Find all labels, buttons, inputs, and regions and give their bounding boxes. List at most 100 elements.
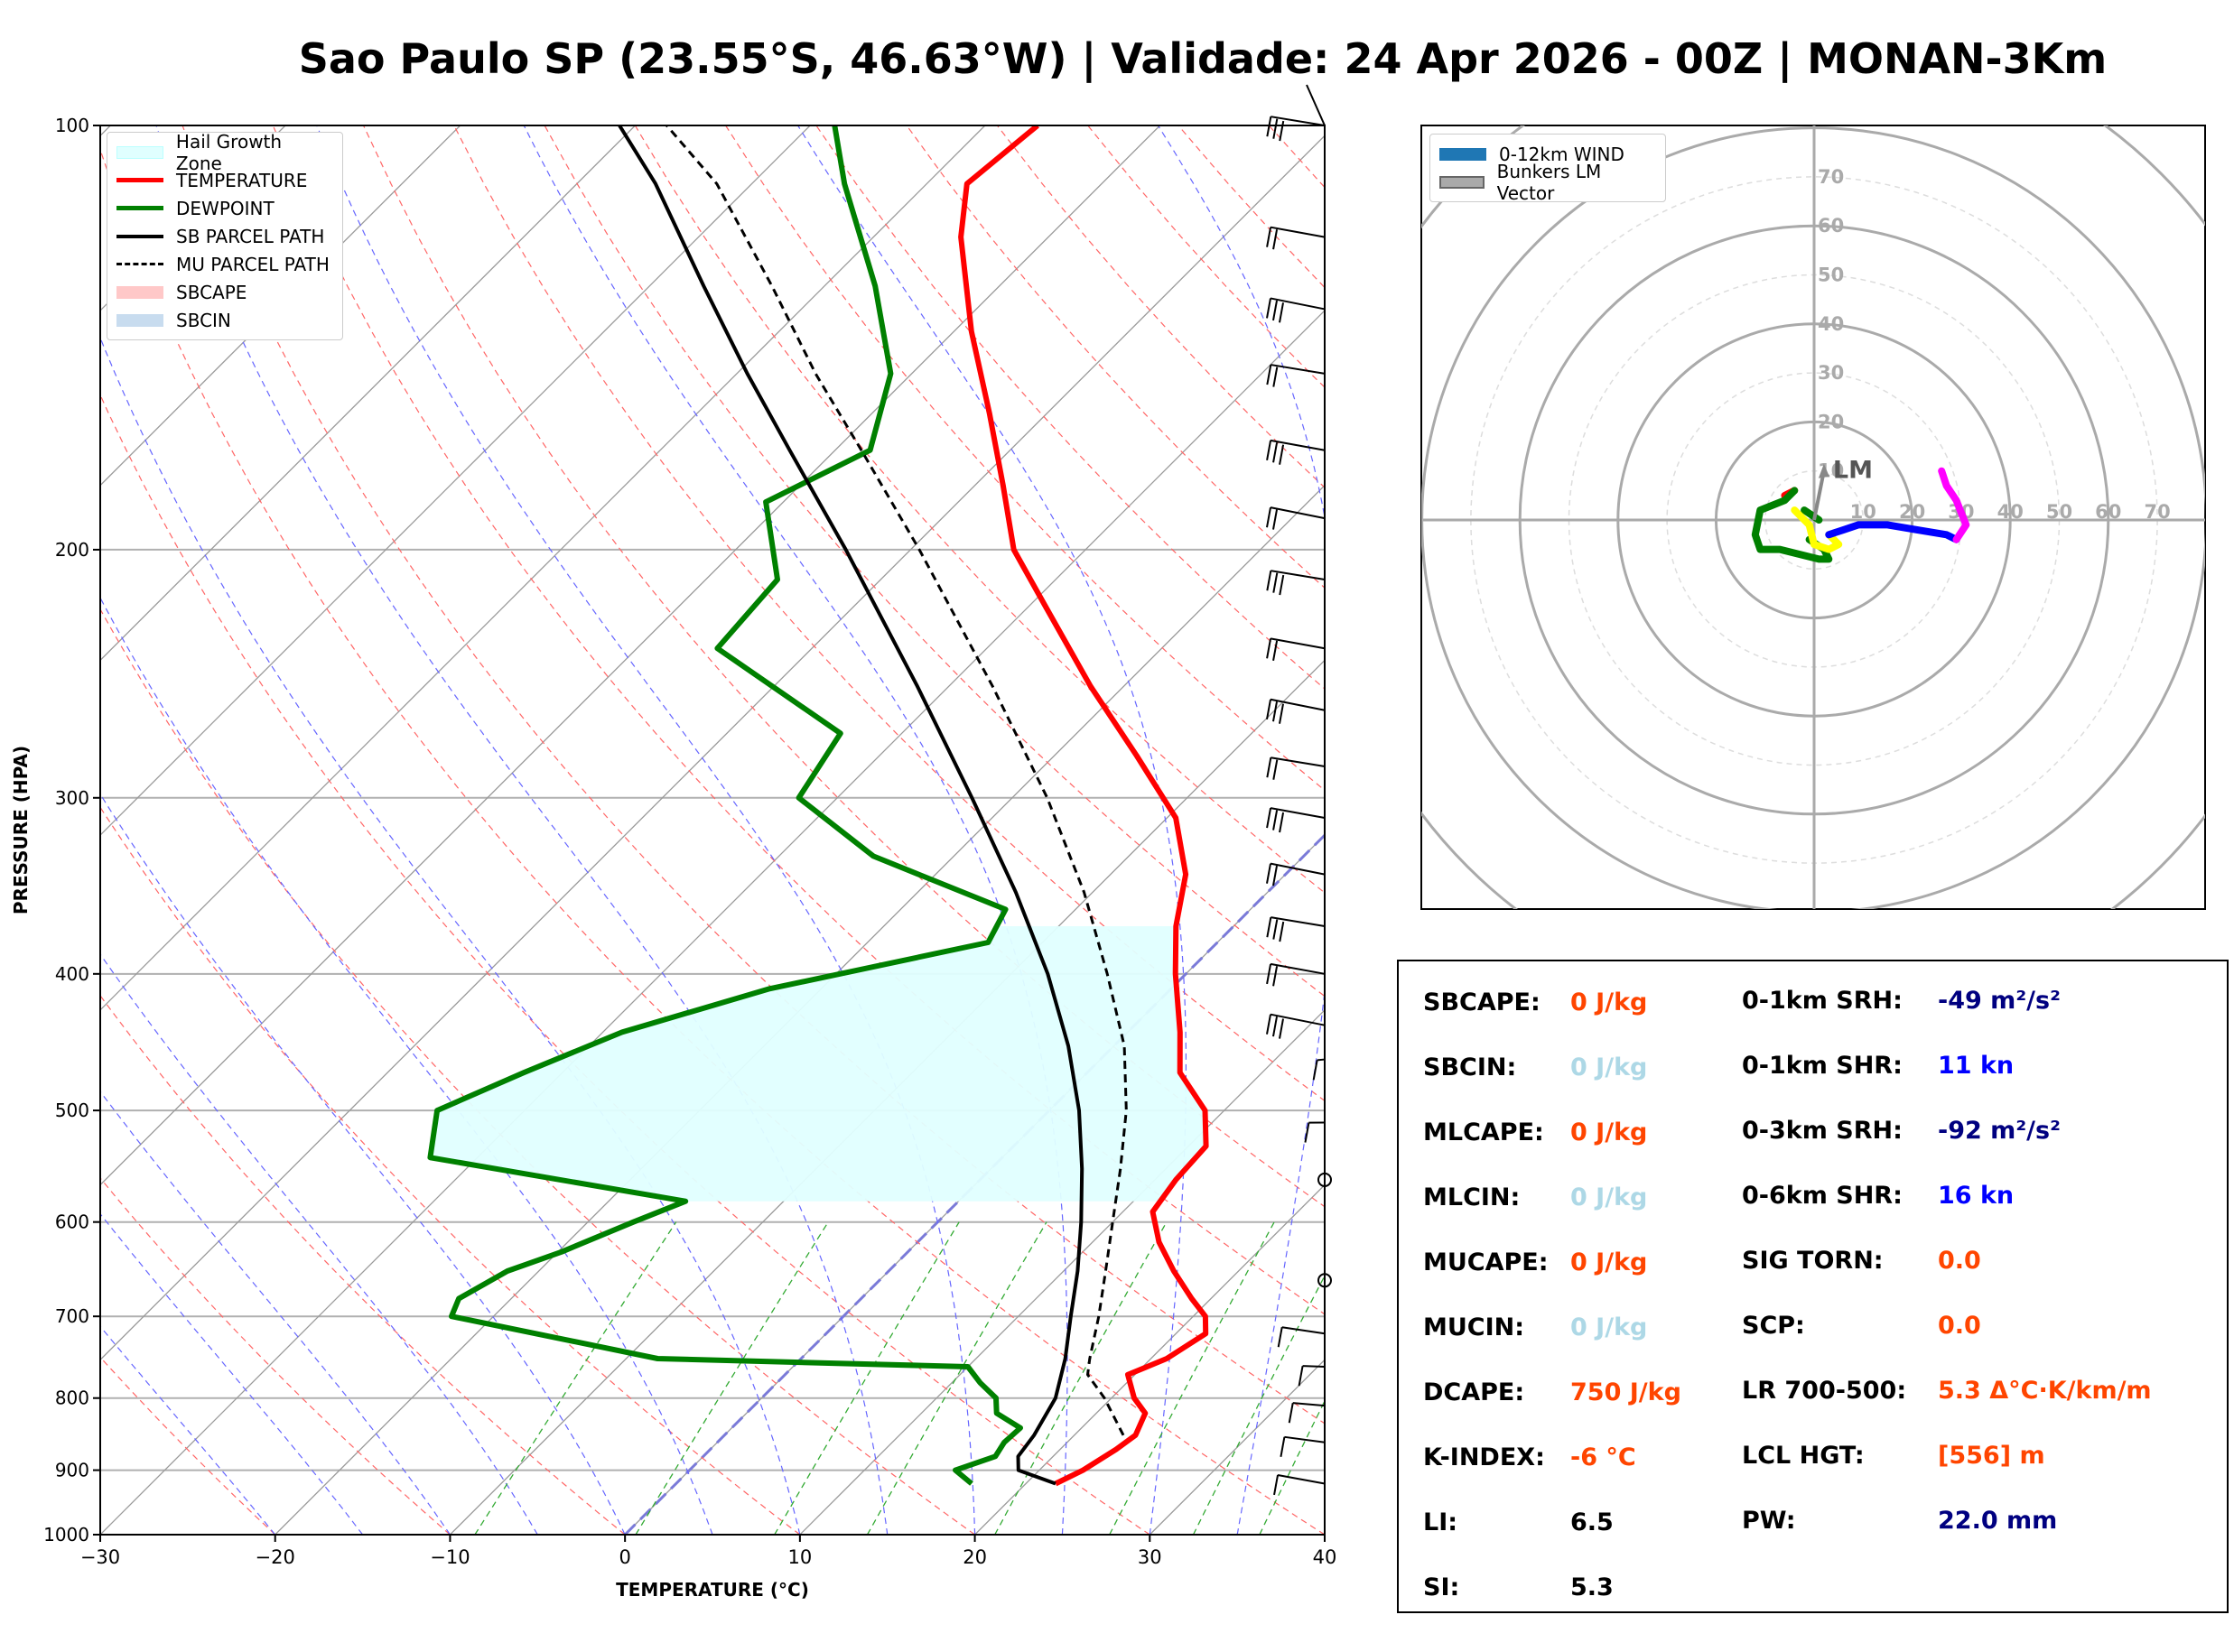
x-tick-label: 0 — [619, 1546, 630, 1568]
barb-staff — [1271, 916, 1326, 927]
mixing-ratio-line — [474, 1221, 677, 1535]
barb-staff — [1270, 807, 1326, 819]
skew-t-plot-area — [100, 125, 1325, 1535]
stat-label: SBCAPE: — [1423, 988, 1541, 1016]
wind-barb — [1277, 1326, 1326, 1348]
barb-staff — [1270, 226, 1326, 238]
isotherm-line — [799, 1008, 1325, 1535]
legend-label: SBCIN — [176, 309, 231, 331]
wind-barb — [1266, 439, 1326, 465]
isotherm-line — [100, 125, 1161, 1186]
hodo-ring-label-x: 70 — [2144, 501, 2170, 523]
stat-value: -49 m²/s² — [1938, 987, 2061, 1015]
barb-flag — [1266, 116, 1272, 137]
stat-label: SIG TORN: — [1742, 1247, 1884, 1275]
y-tick-label: 900 — [55, 1460, 89, 1481]
x-tick-label: −30 — [80, 1546, 120, 1568]
barb-flag — [1272, 1016, 1278, 1037]
barb-staff — [1271, 364, 1326, 375]
skew-t-legend: Hail Growth Zone TEMPERATURE DEWPOINT SB… — [107, 131, 343, 340]
isotherm-line — [449, 659, 1325, 1535]
stat-label: LR 700-500: — [1742, 1377, 1907, 1405]
y-tick-label: 1000 — [43, 1524, 89, 1545]
barb-staff — [1270, 297, 1326, 311]
barb-flag — [1279, 1018, 1284, 1039]
stat-value: 0.0 — [1938, 1247, 1981, 1275]
barb-staff — [1302, 1365, 1326, 1368]
barb-staff — [1271, 116, 1326, 126]
barb-flag — [1277, 1327, 1283, 1348]
dry-adiabat — [362, 125, 1325, 1208]
barb-flag — [1279, 302, 1284, 323]
barb-flag — [1272, 640, 1279, 661]
calm-wind-circle — [1317, 1273, 1332, 1288]
barb-flag — [1266, 638, 1272, 659]
barb-flag — [1272, 759, 1279, 780]
stat-value: 0 J/kg — [1570, 1183, 1648, 1211]
barb-staff — [1270, 962, 1326, 975]
stat-label: MUCIN: — [1423, 1313, 1525, 1341]
dry-adiabat — [725, 125, 1325, 792]
legend-item-temperature: TEMPERATURE — [116, 166, 333, 194]
stat-value: 0 J/kg — [1570, 1053, 1648, 1081]
legend-label: SB PARCEL PATH — [176, 225, 325, 247]
barb-flag — [1272, 300, 1278, 321]
legend-item-bunkers: Bunkers LM Vector — [1439, 161, 1656, 204]
legend-item-sbcape: SBCAPE — [116, 278, 333, 306]
barb-staff — [1270, 439, 1326, 451]
stats-panel: SBCAPE: 0 J/kg SBCIN: 0 J/kg MLCAPE: 0 J/kg ML… — [1397, 960, 2229, 1613]
page-title: Sao Paulo SP (23.55°S, 46.63°W) | Valida… — [298, 34, 2108, 83]
barb-flag — [1266, 1014, 1271, 1035]
dry-adiabat — [453, 125, 1325, 1102]
skew-t-frame — [99, 125, 1326, 1536]
hodo-ring-label-y: 30 — [1818, 362, 1844, 384]
stat-label: 0-1km SRH: — [1742, 987, 1903, 1015]
barb-flag — [1266, 364, 1272, 385]
barb-staff — [1317, 1058, 1326, 1062]
stat-value: 0 J/kg — [1570, 988, 1648, 1016]
barb-flag — [1273, 1474, 1280, 1496]
isotherm-line — [100, 125, 636, 662]
y-tick-label: 100 — [55, 115, 89, 136]
legend-label: 0-12km WIND — [1499, 143, 1624, 165]
isotherm-line — [100, 310, 1325, 1535]
barb-staff — [1292, 1402, 1326, 1407]
moist-adiabat — [797, 125, 1187, 1535]
barb-flag — [1266, 506, 1271, 528]
barb-staff — [1277, 1473, 1326, 1485]
isotherm-line — [100, 135, 1325, 1361]
barb-flag — [1272, 701, 1278, 722]
series-line-temperature — [958, 125, 1209, 1487]
stat-label: DCAPE: — [1423, 1378, 1525, 1406]
top-barb — [1306, 84, 1326, 126]
barb-staff — [1271, 756, 1326, 767]
barb-flag — [1266, 571, 1272, 591]
barb-flag — [1279, 703, 1284, 724]
legend-item-mu-parcel: MU PARCEL PATH — [116, 250, 333, 278]
legend-label: DEWPOINT — [176, 197, 275, 219]
barb-flag — [1272, 865, 1278, 886]
bunkers-lm-vector — [1812, 470, 1826, 521]
x-tick-label: −20 — [256, 1546, 295, 1568]
barb-staff — [1270, 698, 1326, 711]
legend-label: Bunkers LM Vector — [1496, 160, 1602, 204]
wind-barb — [1266, 297, 1326, 323]
moist-adiabat — [100, 793, 626, 1535]
x-axis-label: TEMPERATURE (°C) — [616, 1579, 809, 1601]
wind-barb — [1312, 1058, 1326, 1081]
stat-value: 6.5 — [1570, 1508, 1614, 1536]
bunkers-lm-arrowhead — [1818, 463, 1829, 478]
moist-adiabat — [1157, 125, 1325, 1535]
dry-adiabat — [100, 148, 1325, 1535]
legend-item-wind: 0-12km WIND — [1439, 140, 1656, 168]
hodo-ring-label-x: 10 — [1850, 501, 1876, 523]
wind-barb — [1266, 116, 1326, 142]
wind-barb — [1266, 807, 1326, 833]
x-tick-label: −10 — [430, 1546, 470, 1568]
barb-flag — [1272, 228, 1279, 250]
isotherm-line — [100, 125, 461, 487]
mixing-ratio-line — [994, 1221, 1168, 1535]
stat-label: MLCAPE: — [1423, 1118, 1544, 1146]
barb-flag — [1266, 807, 1272, 829]
barb-flag — [1272, 919, 1279, 940]
